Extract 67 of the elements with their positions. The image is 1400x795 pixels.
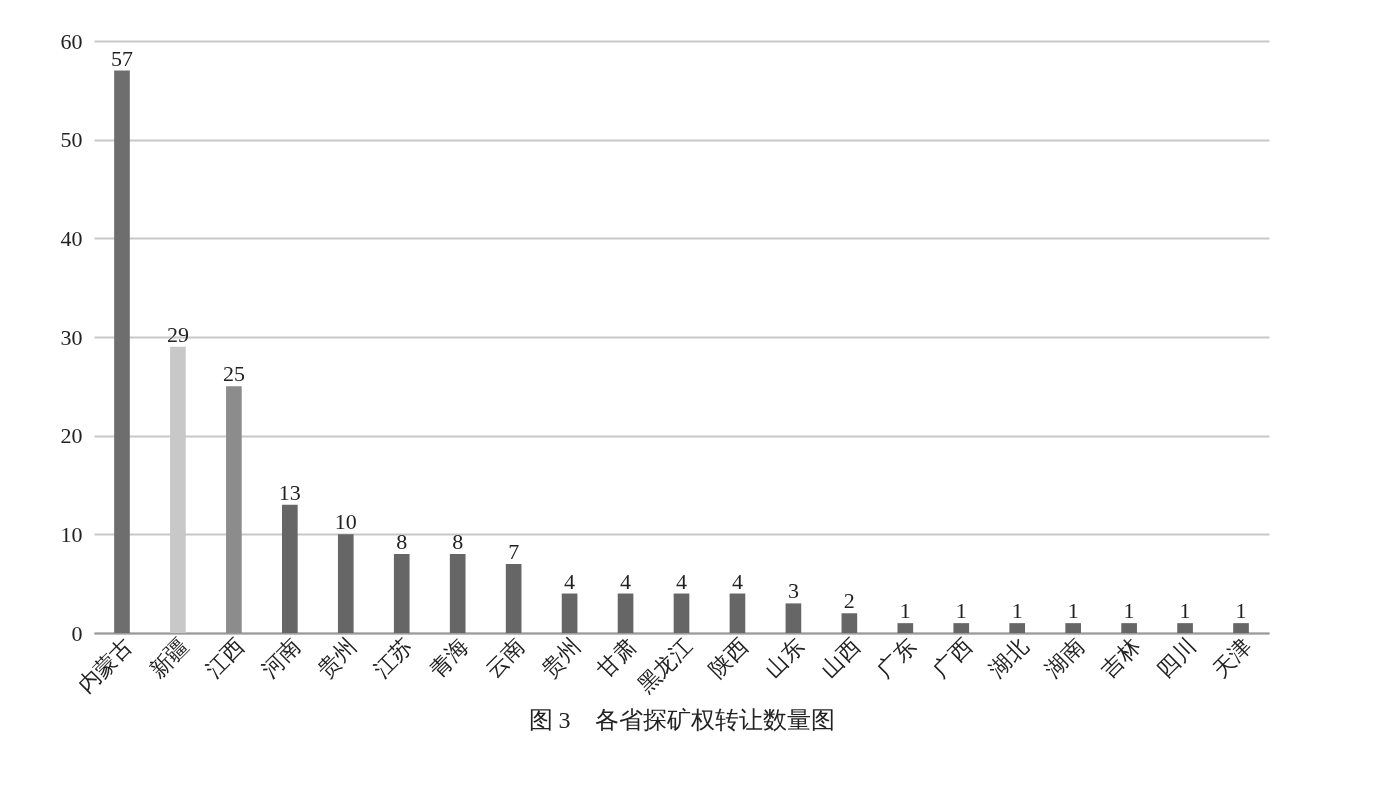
y-tick-label: 60 — [60, 28, 83, 54]
x-tick-label: 广西 — [928, 633, 977, 683]
text: 图 3 各省探矿权转让数量图 — [528, 706, 835, 733]
data-label: 4 — [620, 568, 632, 594]
bar — [393, 554, 410, 633]
x-tick-label: 天津 — [1207, 633, 1257, 683]
x-tick-label: 贵州 — [536, 633, 586, 683]
x-tick-label: 吉林 — [1095, 633, 1145, 683]
data-label: 10 — [334, 509, 357, 535]
data-label: 1 — [899, 598, 911, 624]
data-label: 8 — [396, 529, 408, 555]
bar — [561, 593, 578, 633]
y-tick-label: 20 — [60, 423, 83, 449]
y-tick-label: 30 — [60, 324, 83, 350]
x-tick-label: 山东 — [760, 633, 809, 683]
bar — [1177, 623, 1193, 633]
data-label: 4 — [676, 568, 687, 594]
bar — [729, 593, 746, 633]
x-tick-label: 新疆 — [144, 633, 194, 683]
bar — [1233, 623, 1249, 633]
y-tick-label: 40 — [60, 225, 83, 251]
data-label: 1 — [1179, 598, 1191, 624]
x-tick-label: 青海 — [424, 633, 474, 683]
x-tick-label: 河南 — [256, 633, 306, 683]
bar — [1121, 623, 1137, 633]
data-label: 1 — [1235, 598, 1247, 624]
data-label: 57 — [110, 45, 133, 71]
x-tick-label: 贵州 — [312, 633, 362, 683]
data-label: 3 — [787, 578, 799, 604]
x-tick-label: 湖北 — [983, 633, 1033, 683]
data-label: 1 — [1123, 598, 1135, 624]
data-label: 1 — [1067, 598, 1079, 624]
data-label: 1 — [1011, 598, 1023, 624]
data-label: 13 — [278, 479, 301, 505]
y-tick-label: 10 — [60, 521, 83, 547]
x-tick-label: 山西 — [816, 633, 865, 683]
x-tick-label: 江西 — [200, 633, 250, 683]
bar — [114, 70, 130, 633]
bar — [841, 613, 858, 633]
bar — [673, 593, 690, 633]
data-label: 29 — [166, 321, 189, 347]
bar — [449, 554, 466, 633]
bar — [953, 623, 970, 633]
bar — [897, 623, 914, 633]
data-label: 1 — [955, 598, 967, 624]
x-tick-label: 四川 — [1151, 633, 1201, 683]
y-tick-label: 0 — [71, 620, 83, 646]
x-tick-label: 江苏 — [368, 633, 418, 683]
bar — [337, 534, 354, 633]
x-tick-label: 湖南 — [1039, 633, 1089, 683]
data-label: 8 — [452, 529, 464, 555]
x-tick-label: 陕西 — [704, 633, 754, 683]
bar — [785, 603, 802, 633]
x-tick-label: 广东 — [872, 633, 921, 683]
data-label: 2 — [843, 588, 855, 614]
bar — [1009, 623, 1026, 633]
bar — [226, 386, 242, 633]
bar — [282, 504, 298, 633]
data-label: 4 — [564, 568, 576, 594]
data-label: 7 — [508, 538, 520, 564]
x-tick-label: 云南 — [480, 633, 530, 683]
bar — [617, 593, 634, 633]
bar — [1065, 623, 1081, 633]
y-tick-label: 50 — [60, 127, 83, 153]
bar — [505, 563, 522, 633]
data-label: 25 — [222, 361, 245, 387]
data-label: 4 — [731, 568, 743, 594]
